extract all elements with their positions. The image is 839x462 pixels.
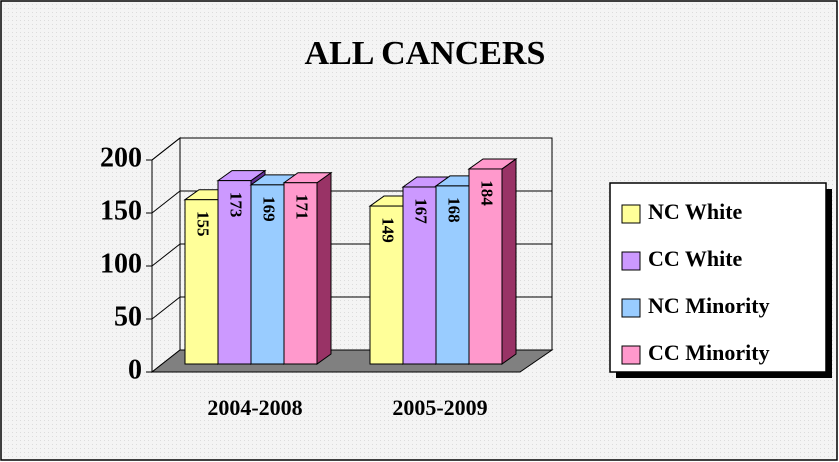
bar-front xyxy=(402,186,437,365)
bar-front xyxy=(435,185,470,365)
x-tick-label: 2004-2008 xyxy=(207,395,302,420)
x-tick-label: 2005-2009 xyxy=(392,395,487,420)
legend-swatch xyxy=(621,345,641,365)
bar-side xyxy=(501,157,517,365)
legend-swatch xyxy=(621,251,641,271)
bar-side xyxy=(316,171,332,365)
legend-label: CC Minority xyxy=(648,340,770,365)
y-tick-label: 150 xyxy=(100,195,142,226)
value-label: 171 xyxy=(293,194,312,220)
chart-title: ALL CANCERS xyxy=(305,35,546,72)
legend-label: CC White xyxy=(648,246,743,271)
y-tick-label: 50 xyxy=(114,301,142,332)
value-label: 168 xyxy=(445,197,464,223)
value-label: 155 xyxy=(194,211,213,237)
value-label: 167 xyxy=(412,198,431,224)
bar xyxy=(467,157,518,365)
value-label: 149 xyxy=(379,217,398,243)
grid-line xyxy=(151,137,552,161)
bar-front xyxy=(369,205,404,365)
legend-label: NC White xyxy=(648,199,743,224)
value-label: 169 xyxy=(260,196,279,222)
legend-swatch xyxy=(621,204,641,224)
bar xyxy=(282,171,333,365)
y-tick-label: 0 xyxy=(128,354,142,385)
value-label: 184 xyxy=(478,180,497,206)
bar-front xyxy=(250,184,285,365)
bar-front xyxy=(468,168,503,365)
y-tick-label: 100 xyxy=(100,248,142,279)
legend-label: NC Minority xyxy=(648,293,770,318)
legend-swatch xyxy=(621,298,641,318)
bar-front xyxy=(283,182,318,365)
legend xyxy=(609,182,827,373)
y-tick-label: 200 xyxy=(100,142,142,173)
value-label: 173 xyxy=(227,192,246,218)
bar-front xyxy=(184,199,219,365)
